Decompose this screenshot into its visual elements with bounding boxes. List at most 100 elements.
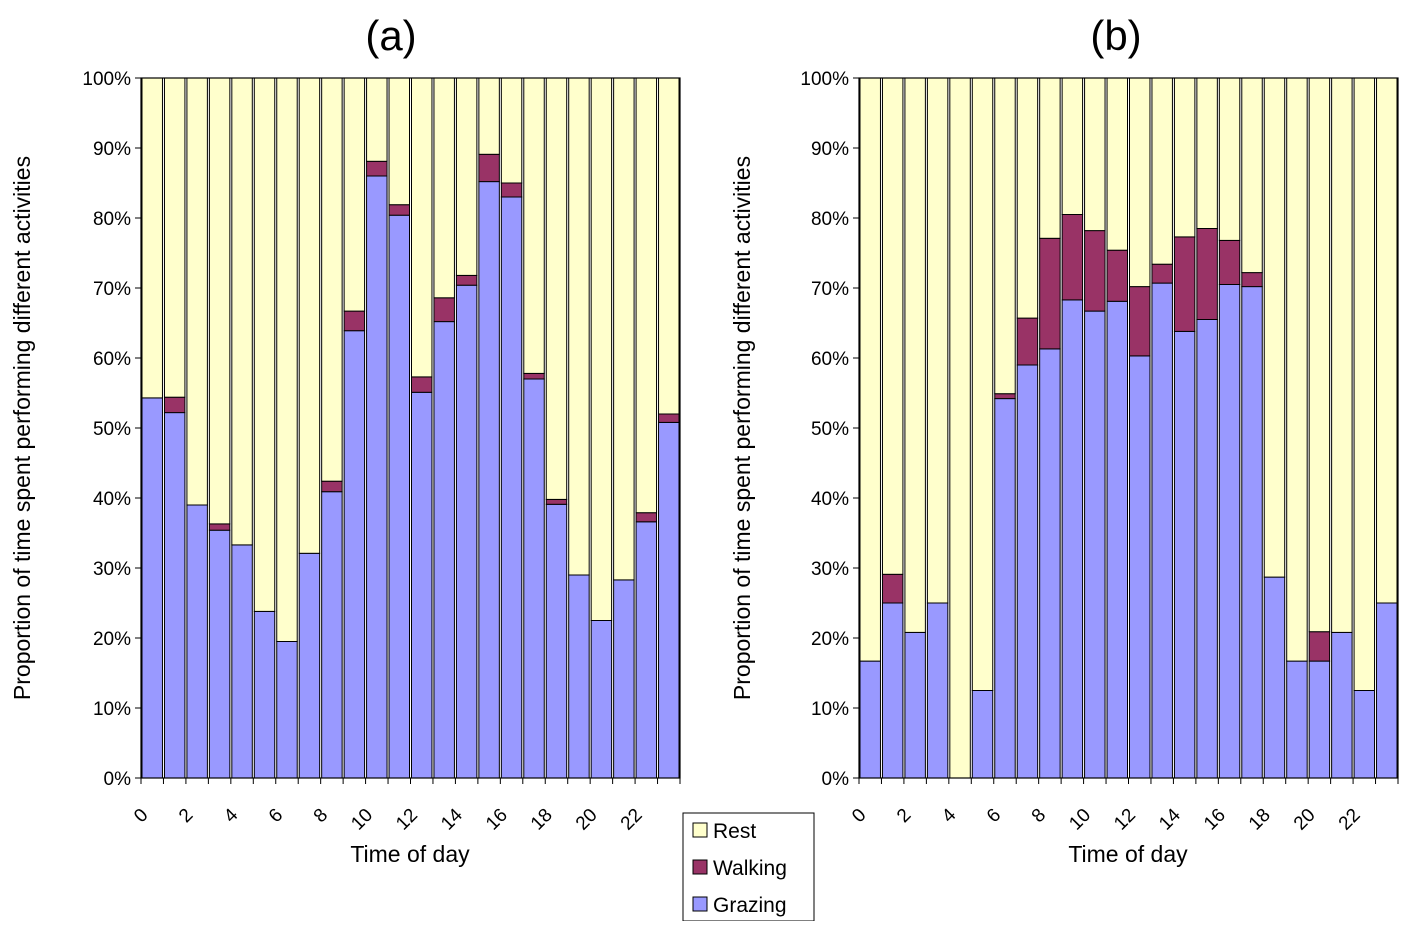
bar-walking-14 (1173, 236, 1196, 332)
bar-rest-18 (545, 77, 568, 500)
bar-rest-23 (658, 77, 680, 415)
bar-walking-22 (635, 512, 658, 523)
bar-grazing-19 (568, 574, 590, 779)
y-tick-label: 50% (811, 419, 849, 440)
bar-rest-23 (1376, 77, 1398, 604)
bar-grazing-10 (366, 175, 388, 779)
y-axis-label: Proportion of time spent performing diff… (9, 156, 35, 700)
bar-walking-13 (433, 297, 455, 323)
bar-rest-21 (1331, 77, 1353, 633)
bar-grazing-5 (971, 690, 994, 779)
bar-grazing-19 (1286, 660, 1308, 779)
bar-walking-12 (1129, 286, 1151, 357)
x-tick-label: 6 (983, 805, 1005, 827)
bar-walking-16 (500, 182, 523, 198)
bar-grazing-13 (433, 321, 455, 779)
bar-rest-13 (433, 77, 455, 299)
bar-grazing-6 (994, 398, 1016, 779)
bar-walking-7 (1016, 317, 1039, 366)
bar-grazing-21 (613, 579, 635, 779)
y-tick-label: 60% (93, 349, 131, 370)
x-tick-label: 2 (893, 805, 915, 827)
bar-rest-3 (926, 77, 949, 604)
bar-grazing-16 (500, 196, 523, 779)
bar-rest-10 (366, 77, 388, 162)
bar-rest-2 (904, 77, 926, 633)
y-tick-label: 30% (811, 559, 849, 580)
x-tick-label: 8 (310, 805, 332, 827)
bar-grazing-3 (208, 529, 231, 779)
bar-rest-4 (231, 77, 253, 546)
bar-walking-8 (1039, 237, 1061, 350)
legend-label-rest: Rest (713, 820, 756, 843)
bar-rest-0 (141, 77, 163, 399)
x-axis-label: Time of day (1068, 841, 1188, 867)
bar-rest-19 (568, 77, 590, 576)
y-tick-label: 20% (93, 629, 131, 650)
bar-grazing-6 (276, 641, 298, 779)
x-tick-label: 4 (938, 804, 961, 827)
bar-rest-19 (1286, 77, 1308, 662)
bar-rest-8 (321, 77, 343, 482)
bar-rest-1 (163, 77, 186, 398)
bar-walking-10 (1084, 230, 1106, 312)
bar-grazing-9 (343, 330, 366, 779)
bar-rest-16 (500, 77, 523, 184)
bar-rest-5 (253, 77, 276, 612)
bar-walking-1 (881, 573, 904, 604)
bar-grazing-7 (298, 552, 321, 779)
bar-walking-12 (411, 376, 433, 393)
bar-walking-9 (1061, 214, 1084, 301)
y-tick-label: 70% (93, 279, 131, 300)
y-axis: 0% 10% 20% 30% 40% 50% 60% 70% 80% 90% 100% (800, 69, 859, 790)
x-tick-label: 18 (527, 805, 557, 835)
bar-rest-3 (208, 77, 231, 525)
bar-stacks (141, 77, 680, 779)
y-tick-label: 0% (104, 769, 132, 790)
x-tick-label: 14 (437, 804, 467, 834)
x-tick-label: 22 (1335, 805, 1365, 835)
legend-label-walking: Walking (713, 857, 787, 880)
y-tick-label: 40% (811, 489, 849, 510)
bar-walking-17 (523, 372, 545, 380)
bar-rest-7 (1016, 77, 1039, 319)
bar-rest-20 (1308, 77, 1331, 633)
bar-grazing-20 (1308, 660, 1331, 779)
panel-title: (b) (1090, 12, 1141, 59)
legend-swatch-grazing (692, 896, 708, 912)
bar-grazing-11 (388, 214, 411, 779)
x-axis-label: Time of day (350, 841, 470, 867)
bar-walking-23 (658, 413, 680, 423)
y-tick-label: 100% (800, 69, 849, 90)
bar-grazing-15 (1196, 319, 1218, 779)
x-tick-label: 10 (347, 805, 377, 835)
bar-grazing-23 (658, 421, 680, 779)
bar-walking-14 (455, 274, 478, 286)
bar-grazing-0 (859, 660, 881, 779)
bar-rest-12 (1129, 77, 1151, 288)
bar-rest-6 (276, 77, 298, 642)
bar-rest-0 (859, 77, 881, 662)
panel-title: (a) (365, 12, 416, 59)
bar-walking-13 (1151, 263, 1173, 284)
bar-grazing-2 (904, 631, 926, 779)
x-tick-label: 6 (265, 805, 287, 827)
bar-grazing-5 (253, 610, 276, 779)
panel-b: (b) 0% 10% 20% 30% 40% 50% 60% 70% 80% 90% 100% 0 2 4 6… (729, 12, 1399, 867)
bar-walking-15 (1196, 228, 1218, 320)
bar-grazing-2 (186, 504, 208, 779)
bar-rest-9 (343, 77, 366, 312)
bar-grazing-7 (1016, 364, 1039, 779)
y-tick-label: 60% (811, 349, 849, 370)
bar-grazing-11 (1106, 300, 1129, 779)
x-tick-label: 16 (1200, 805, 1230, 835)
bar-walking-1 (163, 396, 186, 414)
x-tick-label: 16 (482, 805, 512, 835)
y-tick-label: 40% (93, 489, 131, 510)
legend-label-grazing: Grazing (713, 894, 787, 917)
bar-rest-17 (1241, 77, 1263, 274)
bar-grazing-22 (635, 521, 658, 779)
x-tick-label: 0 (130, 805, 152, 827)
bar-rest-22 (1353, 77, 1376, 691)
bar-rest-7 (298, 77, 321, 554)
